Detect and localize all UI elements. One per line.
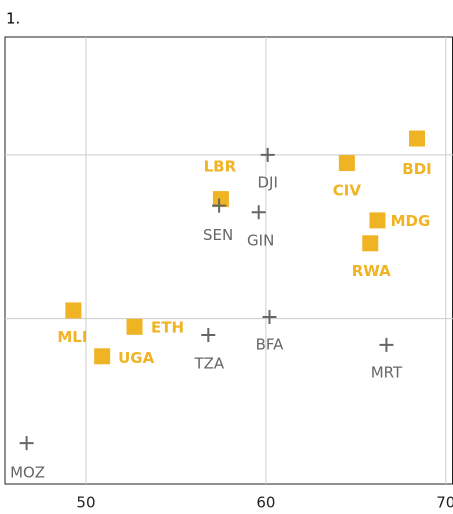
x-tick-label: 50: [76, 494, 95, 512]
x-tick-label: 60: [256, 494, 275, 512]
x-tick-label: 70: [436, 494, 453, 512]
point: [212, 198, 227, 213]
point: [251, 205, 266, 220]
point-label: SEN: [203, 226, 233, 244]
point: [379, 337, 394, 352]
point-label: UGA: [118, 349, 154, 367]
point-label: TZA: [193, 355, 224, 373]
point: [409, 130, 426, 147]
point-label: MLI: [57, 328, 87, 346]
point-label: MRT: [371, 363, 403, 381]
point: [369, 212, 386, 229]
point: [201, 328, 216, 342]
point-label: DJI: [257, 173, 277, 191]
point: [212, 191, 229, 208]
point: [262, 309, 277, 324]
point: [65, 302, 82, 319]
point: [362, 235, 379, 252]
point-label: ETH: [151, 318, 184, 336]
point-label: BFA: [256, 335, 285, 353]
point-label: LBR: [204, 158, 237, 176]
point: [94, 348, 111, 365]
plot-frame: [4, 36, 453, 485]
point-label: MDG: [391, 212, 431, 230]
point: [260, 147, 275, 162]
point: [338, 155, 355, 172]
point-label: GIN: [247, 232, 274, 250]
point-label: BDI: [402, 160, 431, 178]
point-label: RWA: [352, 262, 391, 280]
point-label: MOZ: [10, 464, 45, 482]
chart-title: 1.: [6, 10, 20, 28]
point-label: CIV: [333, 182, 362, 200]
point: [19, 436, 34, 451]
point: [126, 318, 143, 335]
